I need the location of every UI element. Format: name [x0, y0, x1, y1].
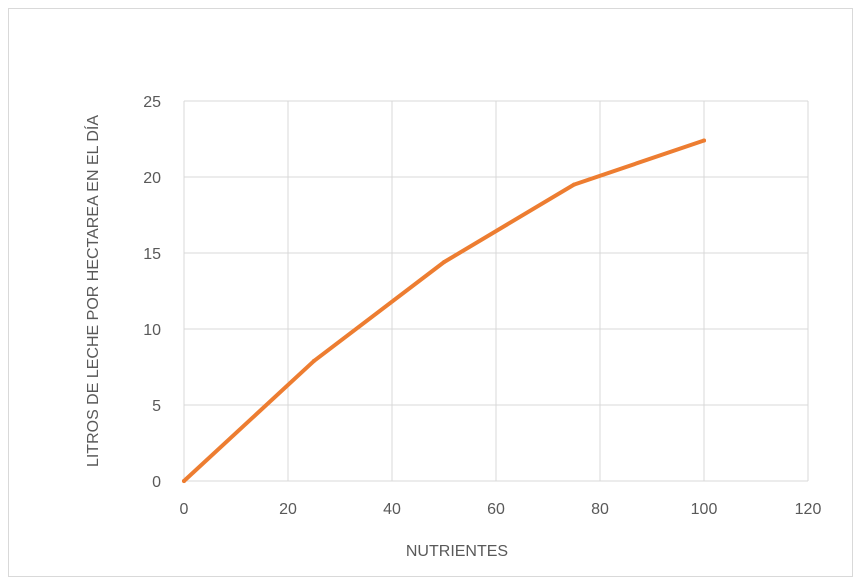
- data-point: [312, 358, 316, 363]
- y-tick-label: 20: [143, 170, 161, 187]
- x-tick-label: 0: [180, 501, 189, 518]
- x-axis-label: NUTRIENTES: [406, 543, 508, 560]
- data-point: [442, 260, 446, 265]
- x-tick-label: 80: [591, 501, 609, 518]
- x-tick-label: 100: [691, 501, 718, 518]
- y-axis-label: LITROS DE LECHE POR HECTAREA EN EL DÍA: [83, 115, 102, 467]
- x-tick-label: 60: [487, 501, 505, 518]
- y-tick-label: 25: [143, 94, 161, 111]
- data-point: [702, 138, 706, 143]
- y-tick-label: 0: [152, 474, 161, 491]
- series-line: [182, 138, 706, 483]
- x-tick-labels: 0 20 40 60 80 100 120: [180, 501, 822, 518]
- y-tick-label: 15: [143, 246, 161, 263]
- x-tick-label: 120: [795, 501, 822, 518]
- chart-frame: 0 20 40 60 80 100 120 0 5 10 15 20 25 NUTRIENTES LI…: [8, 8, 853, 577]
- x-tick-label: 20: [279, 501, 297, 518]
- series: [182, 138, 706, 483]
- grid: [183, 100, 809, 482]
- line-chart: 0 20 40 60 80 100 120 0 5 10 15 20 25 NUTRIENTES LI…: [83, 94, 822, 560]
- y-tick-labels: 0 5 10 15 20 25: [143, 94, 161, 491]
- x-tick-label: 40: [383, 501, 401, 518]
- data-point: [182, 479, 186, 483]
- y-tick-label: 10: [143, 322, 161, 339]
- data-point: [572, 182, 576, 187]
- y-tick-label: 5: [152, 398, 161, 415]
